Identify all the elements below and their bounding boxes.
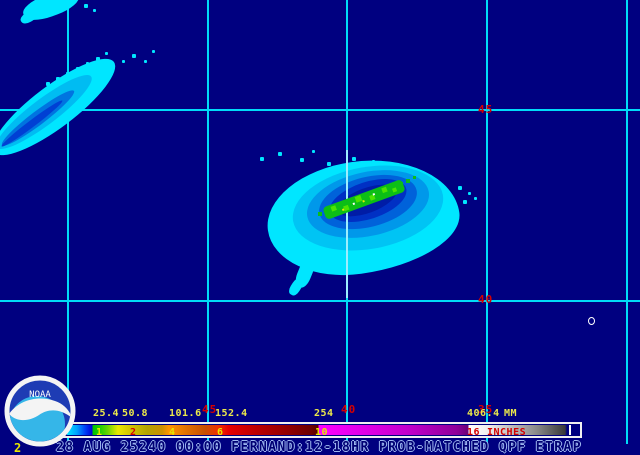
inch-label-16: 16 (467, 427, 481, 438)
gridline-overlay-40w (346, 150, 348, 298)
noaa-logo: NOAA (4, 375, 76, 447)
mm-label-50-8: 50.8 (122, 408, 149, 419)
longitude-label-40: 40 (341, 403, 357, 416)
inch-unit-label: INCHES (487, 427, 527, 438)
colorbar-max-tick (569, 425, 571, 435)
mm-label-152-4: 152.4 (215, 408, 248, 419)
mm-label-406-4: 406.4 (467, 408, 500, 419)
latitude-label-40: 40 (478, 293, 494, 306)
latitude-label-45: 45 (478, 103, 494, 116)
gridline-vertical-45w (207, 0, 209, 444)
noaa-logo-gull-icon (9, 398, 71, 421)
gridline-horizontal-45n (0, 109, 640, 111)
inch-label-4: 4 (169, 427, 176, 438)
inch-label-6: 6 (217, 427, 224, 438)
longitude-label-45: 45 (202, 403, 218, 416)
inch-label-1: 1 (96, 427, 103, 438)
mm-label-25-4: 25.4 (93, 408, 120, 419)
inch-label-10: 10 (315, 427, 329, 438)
frame-number: 2 (14, 441, 22, 455)
mm-label-254: 254 (314, 408, 334, 419)
longitude-label-35: 35 (478, 403, 494, 416)
inch-label-2: 2 (130, 427, 137, 438)
gridline-vertical-35w (486, 0, 488, 444)
noaa-logo-text: NOAA (29, 390, 51, 400)
mm-unit-label: MM (504, 408, 518, 419)
gridline-vertical-30w (626, 0, 628, 444)
point-marker-ring (588, 317, 595, 325)
colorbar-gradient (67, 425, 578, 435)
gridline-vertical-50w (67, 0, 69, 444)
mm-label-101-6: 101.6 (169, 408, 202, 419)
status-text: 28 AUG 25240 00:00 FERNAND:12-18HR PROB-… (56, 440, 582, 455)
gridline-horizontal-40n (0, 300, 640, 302)
